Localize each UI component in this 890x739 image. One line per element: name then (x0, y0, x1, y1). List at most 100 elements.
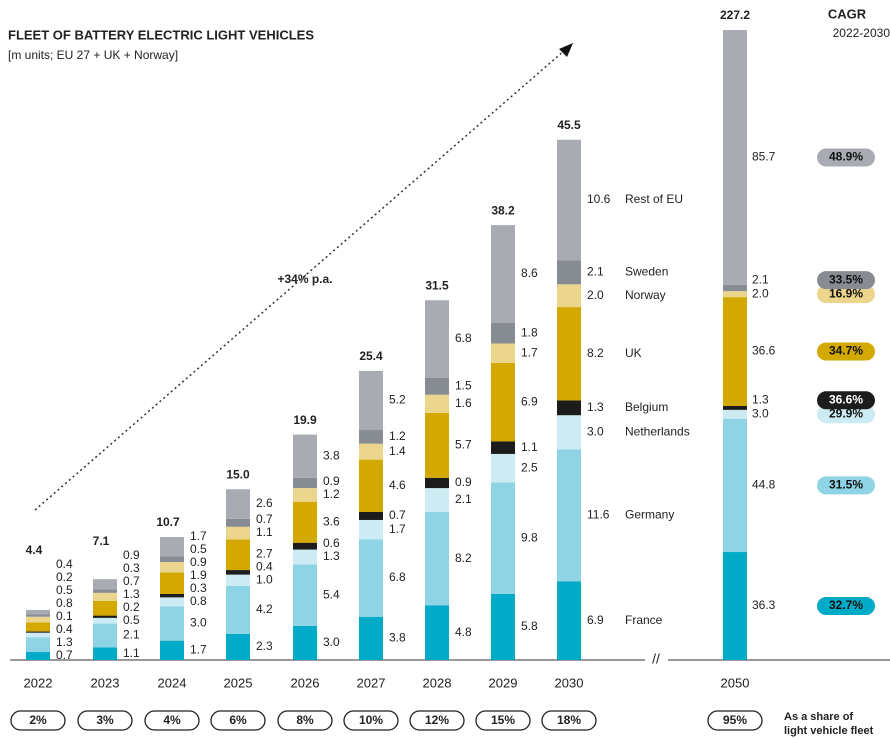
value-label: 1.3 (587, 400, 604, 414)
value-label: 6.9 (587, 613, 604, 627)
value-label: 36.3 (752, 598, 776, 612)
bar-segment (491, 225, 515, 324)
bar-segment (723, 418, 747, 553)
bar-segment (26, 632, 50, 638)
cagr-pill (817, 148, 875, 167)
bar-segment (160, 597, 184, 607)
x-tick-label: 2026 (291, 675, 320, 690)
bar-segment (93, 592, 117, 601)
bar-segment (425, 394, 449, 413)
total-label: 4.4 (26, 543, 43, 557)
value-label: 4.2 (256, 602, 273, 616)
total-label: 25.4 (359, 349, 383, 363)
x-tick-label: 2025 (224, 675, 253, 690)
cagr-pill (817, 271, 875, 290)
value-label: 0.2 (123, 600, 140, 614)
value-label: 8.2 (587, 346, 604, 360)
value-label: 1.7 (389, 522, 406, 536)
bar-segment (26, 622, 50, 632)
bar-segment (26, 616, 50, 623)
value-label: 0.1 (56, 609, 73, 623)
bar-segment (425, 488, 449, 512)
value-label: 6.8 (455, 331, 472, 345)
cagr-pill (817, 597, 875, 616)
bar-segment (226, 570, 250, 575)
bar-segment (491, 362, 515, 442)
bar-segment (557, 400, 581, 416)
legend-label: Norway (625, 288, 666, 302)
bar-segment (723, 291, 747, 298)
total-label: 19.9 (293, 413, 317, 427)
cagr-label: 34.7% (829, 344, 863, 358)
bar-segment (491, 593, 515, 660)
share-value: 8% (296, 713, 314, 727)
bar-segment (293, 549, 317, 565)
value-label: 0.9 (323, 474, 340, 488)
bar-segment (425, 477, 449, 489)
bar-segment (425, 512, 449, 606)
value-label: 1.3 (123, 587, 140, 601)
bar-segment (723, 552, 747, 660)
value-label: 1.6 (455, 396, 472, 410)
bar-segment (26, 631, 50, 633)
bar-segment (557, 260, 581, 285)
value-label: 5.2 (389, 393, 406, 407)
bar-segment (226, 539, 250, 571)
cagr-period: 2022-2030 (833, 26, 890, 40)
total-label: 15.0 (226, 467, 250, 481)
bar-segment (226, 489, 250, 519)
value-label: 3.0 (752, 406, 769, 420)
value-label: 5.4 (323, 587, 340, 601)
bar-segment (293, 542, 317, 550)
legend-label: Netherlands (625, 424, 690, 438)
value-label: 2.6 (256, 496, 273, 510)
value-label: 0.5 (190, 542, 207, 556)
share-pill (210, 710, 266, 731)
bar-segment (359, 370, 383, 431)
value-label: 2.1 (587, 265, 604, 279)
value-label: 0.7 (56, 648, 73, 662)
value-label: 1.7 (190, 642, 207, 656)
x-tick-label: 2027 (357, 675, 386, 690)
legend-label: Germany (625, 508, 674, 522)
value-label: 3.8 (323, 448, 340, 462)
bar-segment (359, 430, 383, 444)
total-label: 227.2 (720, 8, 750, 22)
value-label: 11.6 (587, 508, 610, 522)
x-tick-label: 2023 (91, 675, 120, 690)
bar-segment (723, 297, 747, 406)
bar-segment (93, 647, 117, 660)
x-tick-label: 2050 (721, 675, 750, 690)
share-pill (409, 710, 465, 731)
bar-segment (491, 441, 515, 454)
bar-segment (160, 562, 184, 573)
bar-segment (425, 300, 449, 378)
value-label: 6.9 (521, 394, 538, 408)
value-label: 0.5 (123, 613, 140, 627)
cagr-label: 31.5% (829, 478, 863, 492)
bar-segment (160, 593, 184, 598)
value-label: 2.1 (752, 272, 769, 286)
bar-segment (226, 586, 250, 634)
value-label: 0.4 (56, 557, 73, 571)
share-value: 15% (491, 713, 515, 727)
value-label: 1.1 (256, 525, 273, 539)
value-label: 1.0 (256, 572, 273, 586)
share-value: 2% (29, 713, 47, 727)
value-label: 9.8 (521, 530, 538, 544)
bar-segment (557, 449, 581, 582)
bar-segment (226, 574, 250, 586)
bar-segment (93, 617, 117, 624)
bar-segment (26, 609, 50, 615)
share-pill (277, 710, 333, 731)
value-label: 0.3 (123, 561, 140, 575)
x-tick-label: 2022 (24, 675, 53, 690)
share-value: 10% (359, 713, 383, 727)
value-label: 3.8 (389, 631, 406, 645)
value-label: 2.0 (752, 286, 769, 300)
bar-segment (26, 614, 50, 617)
x-tick-label: 2028 (423, 675, 452, 690)
bar-segment (226, 633, 250, 660)
bar-segment (160, 556, 184, 563)
value-label: 2.1 (123, 628, 140, 642)
